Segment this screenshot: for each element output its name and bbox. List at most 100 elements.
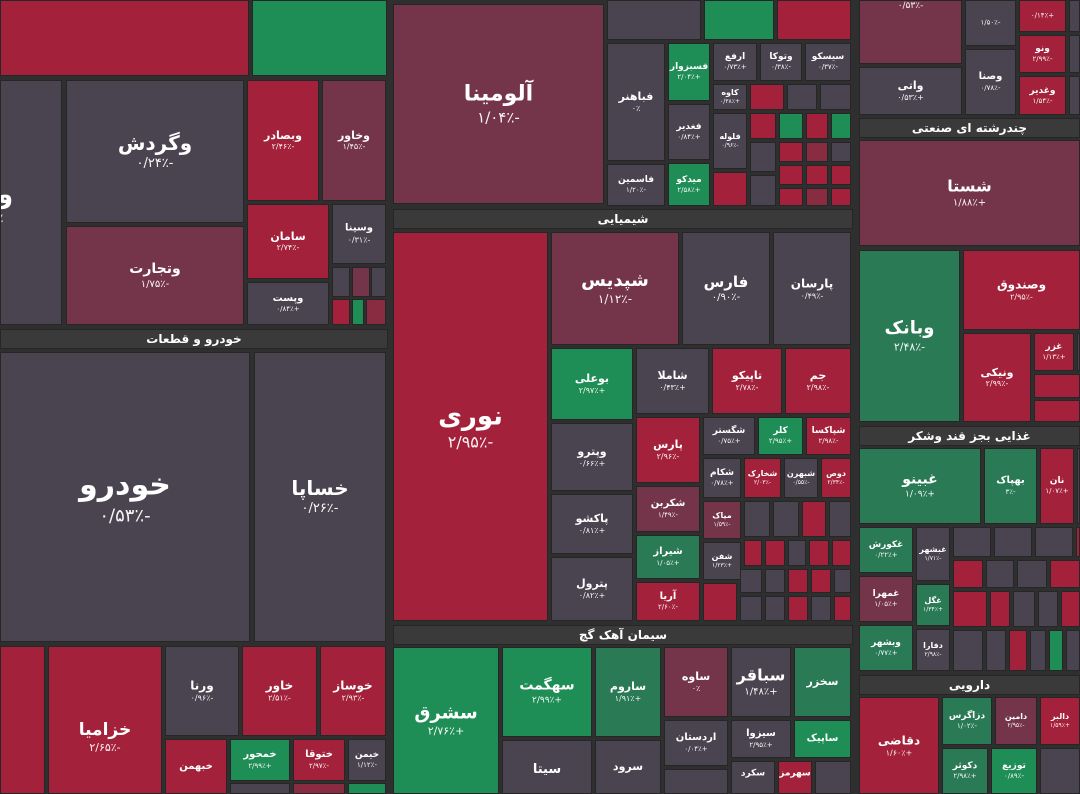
tile-small[interactable] <box>806 165 828 185</box>
tile-sita[interactable]: سرود <box>595 740 661 794</box>
tile-fabahonar[interactable]: فباهنر ۰٪ <box>607 43 665 161</box>
tile-vano[interactable]: وغدیر -۱/۵۴٪ <box>1019 76 1066 115</box>
tile-small[interactable] <box>1030 630 1046 671</box>
tile-small[interactable] <box>831 165 851 185</box>
tile-small[interactable] <box>802 501 826 537</box>
tile-ghegal[interactable]: وبشهر +۰/۷۷٪ <box>859 625 913 671</box>
tile-vetejarat[interactable]: وتجارت -۱/۷۵٪ <box>66 226 244 325</box>
tile-sekard[interactable]: سهرمز <box>778 761 812 794</box>
tile-dezagros[interactable]: دامین -۲/۹۵٪ <box>995 697 1037 745</box>
tile-small[interactable] <box>834 596 851 621</box>
tile-sharak[interactable]: شخارک -۲/۰۳٪ <box>744 458 781 498</box>
tile-small[interactable] <box>750 175 776 206</box>
tile-small[interactable] <box>750 113 776 139</box>
tile-small[interactable] <box>332 267 350 297</box>
tile-r-top2[interactable]: +۰/۱۴٪ <box>1019 0 1066 32</box>
tile-sisco[interactable]: سیسکو -۰/۳۷٪ <box>805 43 851 81</box>
tile-small[interactable] <box>230 783 290 794</box>
tile-dkosar[interactable]: توزیع -۰/۸۹٪ <box>991 748 1037 794</box>
tile-small[interactable] <box>1017 560 1047 588</box>
tile-small[interactable] <box>820 84 851 110</box>
tile-small[interactable] <box>811 596 831 621</box>
tile-small[interactable] <box>750 84 784 110</box>
tile-small[interactable] <box>664 769 728 794</box>
tile-small[interactable] <box>1035 527 1073 557</box>
tile-shiraz[interactable]: شیراز +۱/۰۵٪ <box>636 535 700 579</box>
tile-vetoka[interactable]: وتوکا -۰/۳۸٪ <box>760 43 802 81</box>
tile-small[interactable] <box>953 527 991 557</box>
tile-khamhvar[interactable]: خمحور +۲/۹۹٪ <box>230 739 290 781</box>
tile-neutral[interactable] <box>607 0 701 40</box>
tile-wagardesh[interactable]: وگردش -۰/۲۴٪ <box>66 80 244 223</box>
tile-shasta[interactable]: وبانک -۲/۴۸٪ <box>859 250 960 422</box>
tile-khosaz[interactable]: خوساز -۲/۹۳٪ <box>320 646 386 736</box>
tile-ghazar[interactable]: غبینو +۱/۰۹٪ <box>859 448 981 524</box>
tile-small[interactable] <box>744 501 770 537</box>
tile-small[interactable] <box>765 596 785 621</box>
tile-sizova[interactable]: ساپیک <box>794 720 851 758</box>
tile-small[interactable] <box>779 142 803 162</box>
tile-small[interactable] <box>788 596 808 621</box>
tile-safrab[interactable]: ساوه ۰٪ <box>664 647 728 717</box>
tile-saveh[interactable]: سباقر +۱/۴۸٪ <box>731 647 791 717</box>
tile-khodro[interactable]: خودرو -۰/۵۳٪ <box>0 352 250 642</box>
tile-small[interactable] <box>986 560 1014 588</box>
tile-small[interactable] <box>765 569 785 593</box>
tile-small[interactable] <box>953 630 983 671</box>
tile-vekhavar[interactable]: وخاور -۱/۴۵٪ <box>322 80 386 201</box>
tile-saman[interactable]: سامان -۲/۷۴٪ <box>247 204 329 279</box>
tile-jam[interactable]: جم -۲/۹۸٪ <box>785 348 851 414</box>
tile-small[interactable] <box>953 560 983 588</box>
tile-small[interactable] <box>1038 591 1058 627</box>
tile-small[interactable] <box>740 596 762 621</box>
tile-small[interactable] <box>806 142 828 162</box>
tile-small[interactable] <box>366 299 386 325</box>
tile-vebsader[interactable]: وبصادر -۲/۴۶٪ <box>247 80 319 201</box>
tile-pakshoo[interactable]: پاکشو +۰/۸۱٪ <box>551 494 633 554</box>
tile-arfa[interactable]: ارفع +۰/۷۳٪ <box>713 43 757 81</box>
tile-khtoga[interactable]: ختوقا -۲/۹۷٪ <box>293 739 345 781</box>
tile-almina[interactable]: آلومینا -۱/۰۴٪ <box>393 4 604 204</box>
tile-fasmin[interactable]: فاسمین -۱/۲۰٪ <box>607 164 665 206</box>
tile-ardestan[interactable]: سیزوا +۲/۹۵٪ <box>731 720 791 758</box>
tile-small[interactable] <box>832 540 851 566</box>
tile-nan[interactable]: غکورش +۰/۲۲٪ <box>859 527 913 573</box>
tile-small[interactable] <box>1034 374 1080 398</box>
tile-red-edge[interactable] <box>0 646 45 794</box>
tile-small[interactable] <box>1050 560 1080 588</box>
tile-parsan[interactable]: پارسان -۰/۴۹٪ <box>773 232 851 345</box>
tile-sabik[interactable]: سکرد <box>731 761 775 794</box>
tile-bahpak[interactable]: نان +۱/۰۷٪ <box>1040 448 1074 524</box>
tile-vasah[interactable]: -۱/۵۰٪ <box>965 0 1016 46</box>
tile-small[interactable] <box>740 569 762 593</box>
tile-small[interactable] <box>829 501 851 537</box>
tile-small[interactable] <box>1049 630 1063 671</box>
tile-small[interactable] <box>1066 630 1080 671</box>
tile-small[interactable] <box>1069 0 1080 32</box>
tile-sehormez[interactable] <box>815 761 851 794</box>
tile-folaveh[interactable]: فلوله -۰/۹۶٪ <box>713 113 747 169</box>
tile-small[interactable] <box>779 188 803 206</box>
tile-green[interactable] <box>704 0 774 40</box>
tile-small[interactable] <box>788 569 808 593</box>
tile-small[interactable] <box>750 142 776 172</box>
tile-small[interactable] <box>811 569 831 593</box>
tile-small[interactable] <box>352 299 364 325</box>
tile-small[interactable] <box>1069 35 1080 73</box>
tile-saroud[interactable]: اردستان +۰/۰۴٪ <box>664 720 728 766</box>
tile-sabaghar[interactable]: سخزر <box>794 647 851 717</box>
tile-vetro[interactable]: وپترو +۰/۶۶٪ <box>551 423 633 491</box>
tile-red-top-right[interactable]: -۰/۵۳٪ <box>859 0 962 64</box>
tile-small[interactable] <box>332 299 350 325</box>
tile-vesina[interactable]: وسینا -۰/۳۱٪ <box>332 204 386 264</box>
tile-shebahr[interactable]: شبهرن -۰/۵۵٪ <box>784 458 818 498</box>
tile-red-top-left[interactable] <box>0 0 249 76</box>
tile-ghkorosh[interactable]: غبشهر -۱/۷۱٪ <box>916 527 950 581</box>
tile-vepost[interactable]: وپست +۰/۸۴٪ <box>247 282 329 325</box>
tile-small[interactable] <box>787 84 817 110</box>
tile-midko[interactable]: میدکو +۲/۵۸٪ <box>668 163 710 206</box>
tile-petrol[interactable]: پترول +۰/۸۲٪ <box>551 557 633 621</box>
tile-sarom[interactable]: ساروم +۱/۹۱٪ <box>595 647 661 737</box>
tile-small[interactable] <box>809 540 829 566</box>
tile-small[interactable] <box>1009 630 1027 671</box>
